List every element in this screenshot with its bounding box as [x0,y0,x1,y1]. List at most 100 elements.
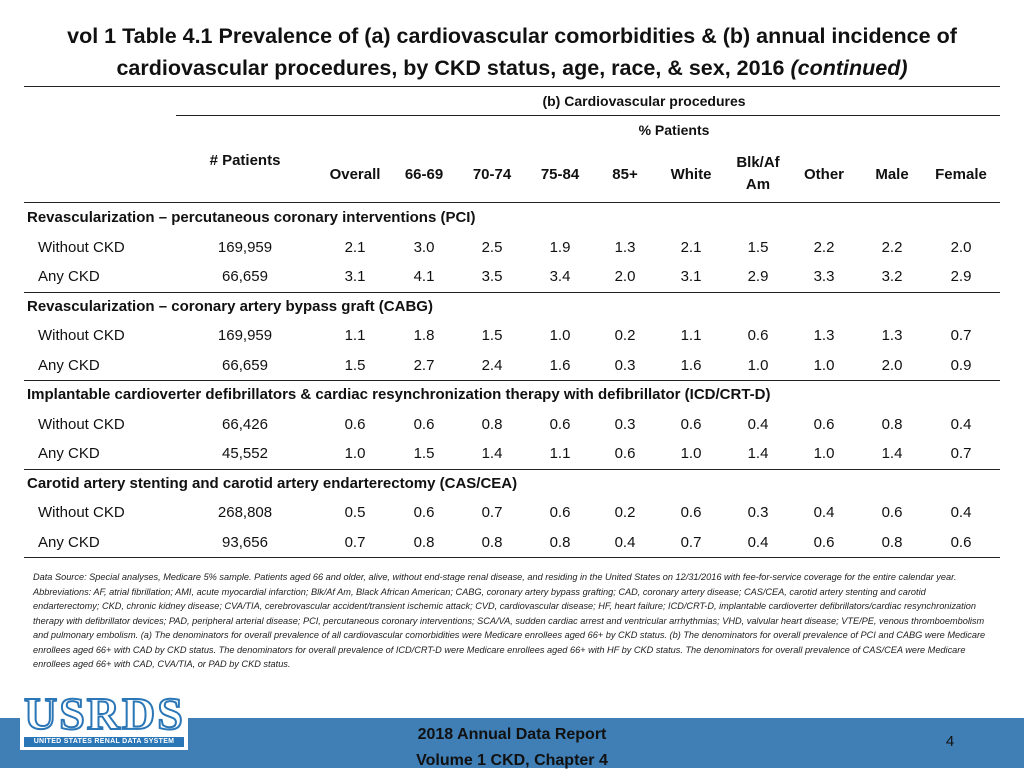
row-value: 1.4 [481,445,503,462]
row-value: 2.7 [413,356,435,374]
row-value: 0.6 [950,533,972,551]
row-value: 3.0 [413,238,435,256]
row-patients: 45,552 [222,445,268,462]
row-label: Any CKD [38,356,100,374]
row-value: 1.1 [549,445,571,462]
row-value: 0.8 [549,533,571,551]
logo-bar [24,737,184,747]
row-patients: 169,959 [217,238,273,256]
column-header: Other [803,166,845,183]
logo-wordmark: USRDS [23,688,185,739]
row-value: 1.0 [549,327,571,344]
column-header-blkaf-line1: Blk/Af [736,154,780,171]
row-value: 3.4 [549,268,571,285]
row-value: 0.6 [344,415,366,433]
column-header: 66-69 [404,166,444,183]
row-value: 3.2 [881,268,903,285]
section-header-rule [176,115,1000,116]
row-value: 2.0 [614,268,636,285]
row-patients: 93,656 [222,533,268,551]
patients-header: # Patients [209,152,281,169]
row-value: 0.6 [413,504,435,521]
row-value: 2.1 [344,238,366,256]
group-title: Carotid artery stenting and carotid arte… [27,474,518,492]
row-value: 0.6 [747,327,769,344]
column-header: Female [935,166,987,183]
row-label: Any CKD [38,533,100,551]
row-value: 0.9 [950,356,972,374]
row-value: 0.6 [813,415,835,433]
row-value: 0.4 [614,533,636,551]
row-value: 0.6 [549,504,571,521]
row-patients: 268,808 [217,504,273,521]
row-value: 2.2 [881,238,903,256]
table-top-rule [24,86,1000,87]
row-value: 1.3 [813,327,835,344]
title-line-2: cardiovascular procedures, by CKD status… [0,52,1024,84]
row-value: 0.3 [614,356,636,374]
row-value: 1.0 [813,356,835,374]
row-label: Without CKD [38,415,125,433]
row-value: 2.0 [881,356,903,374]
procedures-table: (b) Cardiovascular procedures % Patients… [24,86,1000,558]
row-value: 0.3 [747,504,769,521]
row-value: 0.8 [481,415,503,433]
row-label: Without CKD [38,327,125,344]
footer-line-1: 2018 Annual Data Report [417,726,607,743]
row-value: 1.3 [881,327,903,344]
row-label: Any CKD [38,445,100,462]
row-value: 1.5 [747,238,769,256]
group-title: Revascularization – coronary artery bypa… [27,297,433,315]
row-value: 1.0 [747,356,769,374]
row-patients: 66,426 [222,415,268,433]
section-header: (b) Cardiovascular procedures [542,93,746,109]
row-patients: 66,659 [222,356,268,374]
row-value: 0.6 [549,415,571,433]
row-value: 3.5 [481,268,503,285]
row-value: 0.3 [614,415,636,433]
title-line-2-text: cardiovascular procedures, by CKD status… [116,56,785,80]
row-value: 0.2 [614,504,636,521]
row-value: 3.1 [344,268,366,285]
row-value: 0.8 [881,533,903,551]
group-rule [24,291,1000,293]
row-value: 2.1 [680,238,702,256]
header-bottom-rule [24,202,1000,203]
row-value: 1.0 [813,445,835,462]
row-value: 1.1 [344,327,366,344]
row-label: Without CKD [38,238,125,256]
row-value: 0.5 [344,504,366,521]
row-value: 0.7 [950,445,972,462]
row-value: 1.8 [413,327,435,344]
row-value: 0.6 [813,533,835,551]
row-value: 0.7 [481,504,503,521]
row-patients: 169,959 [217,327,273,344]
column-header: White [670,166,712,183]
row-label: Without CKD [38,504,125,521]
row-value: 0.6 [881,504,903,521]
row-value: 1.4 [747,445,769,462]
row-value: 1.5 [344,356,366,374]
usrds-logo: USRDS UNITED STATES RENAL DATA SYSTEM [20,688,188,750]
group-rule [24,557,1000,558]
row-value: 2.9 [950,268,972,285]
row-patients: 66,659 [222,268,268,285]
column-header: Blk/Af Am [736,152,779,196]
column-header-blkaf-line2: Am [745,176,771,193]
row-value: 0.6 [614,445,636,462]
row-value: 0.8 [413,533,435,551]
row-value: 2.4 [481,356,503,374]
row-value: 0.8 [481,533,503,551]
row-value: 0.6 [680,415,702,433]
title-continued: (continued) [790,56,908,80]
row-value: 1.5 [481,327,503,344]
group-title: Revascularization – percutaneous coronar… [27,209,476,226]
column-header: Male [875,166,909,183]
row-value: 0.2 [614,327,636,344]
row-value: 0.4 [950,415,972,433]
row-value: 0.6 [413,415,435,433]
row-value: 0.4 [813,504,835,521]
row-value: 0.6 [680,504,702,521]
group-rule [24,468,1000,470]
row-value: 1.9 [549,238,571,256]
